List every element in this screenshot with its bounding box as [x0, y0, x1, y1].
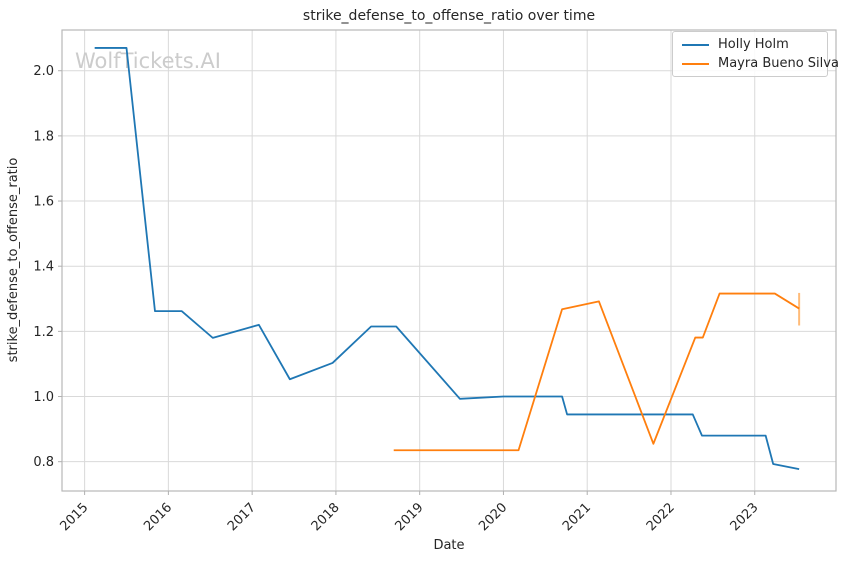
y-axis-label: strike_defense_to_offense_ratio [6, 158, 21, 363]
y-tick-label: 0.8 [33, 455, 54, 470]
legend-label-holly-holm: Holly Holm [718, 37, 789, 52]
data-series [94, 47, 801, 471]
legend-label-mayra-bueno-silva: Mayra Bueno Silva [718, 56, 839, 71]
plot-border [61, 29, 837, 492]
x-tick-label: 2021 [560, 500, 594, 534]
x-tick-label: 2022 [644, 500, 678, 534]
x-tick-label: 2020 [476, 500, 510, 534]
y-tick-label: 1.6 [33, 195, 54, 210]
y-tick-label: 1.4 [33, 260, 54, 275]
y-tick-label: 1.8 [33, 129, 54, 144]
holly-holm-line [94, 47, 800, 471]
x-tick-label: 2016 [141, 500, 175, 534]
x-tick-label: 2015 [57, 500, 91, 534]
grid-lines [62, 30, 836, 491]
x-tick-label: 2023 [728, 500, 762, 534]
mayra-bueno-silva-line [393, 292, 800, 452]
y-tick-label: 1.2 [33, 325, 54, 340]
x-tick-label: 2018 [309, 500, 343, 534]
mayra-bueno-silva-line-swatch [682, 62, 709, 65]
y-tick-label: 2.0 [33, 64, 54, 79]
x-axis-label: Date [433, 538, 464, 553]
axis-ticks: 2015 2016 2017 2018 2019 2020 2021 2022 2023 0.8 1… [33, 64, 761, 534]
x-tick-label: 2019 [393, 500, 427, 534]
legend: Holly Holm Mayra Bueno Silva [672, 31, 839, 77]
y-tick-label: 1.0 [33, 390, 54, 405]
legend-item-holly-holm: Holly Holm [682, 37, 819, 52]
axes-spines [61, 29, 837, 492]
watermark: WolfTickets.AI [75, 49, 221, 73]
chart-title: strike_defense_to_offense_ratio over tim… [303, 8, 595, 24]
legend-item-mayra-bueno-silva: Mayra Bueno Silva [682, 56, 839, 71]
holly-holm-line-swatch [682, 43, 709, 46]
x-tick-label: 2017 [225, 500, 259, 534]
